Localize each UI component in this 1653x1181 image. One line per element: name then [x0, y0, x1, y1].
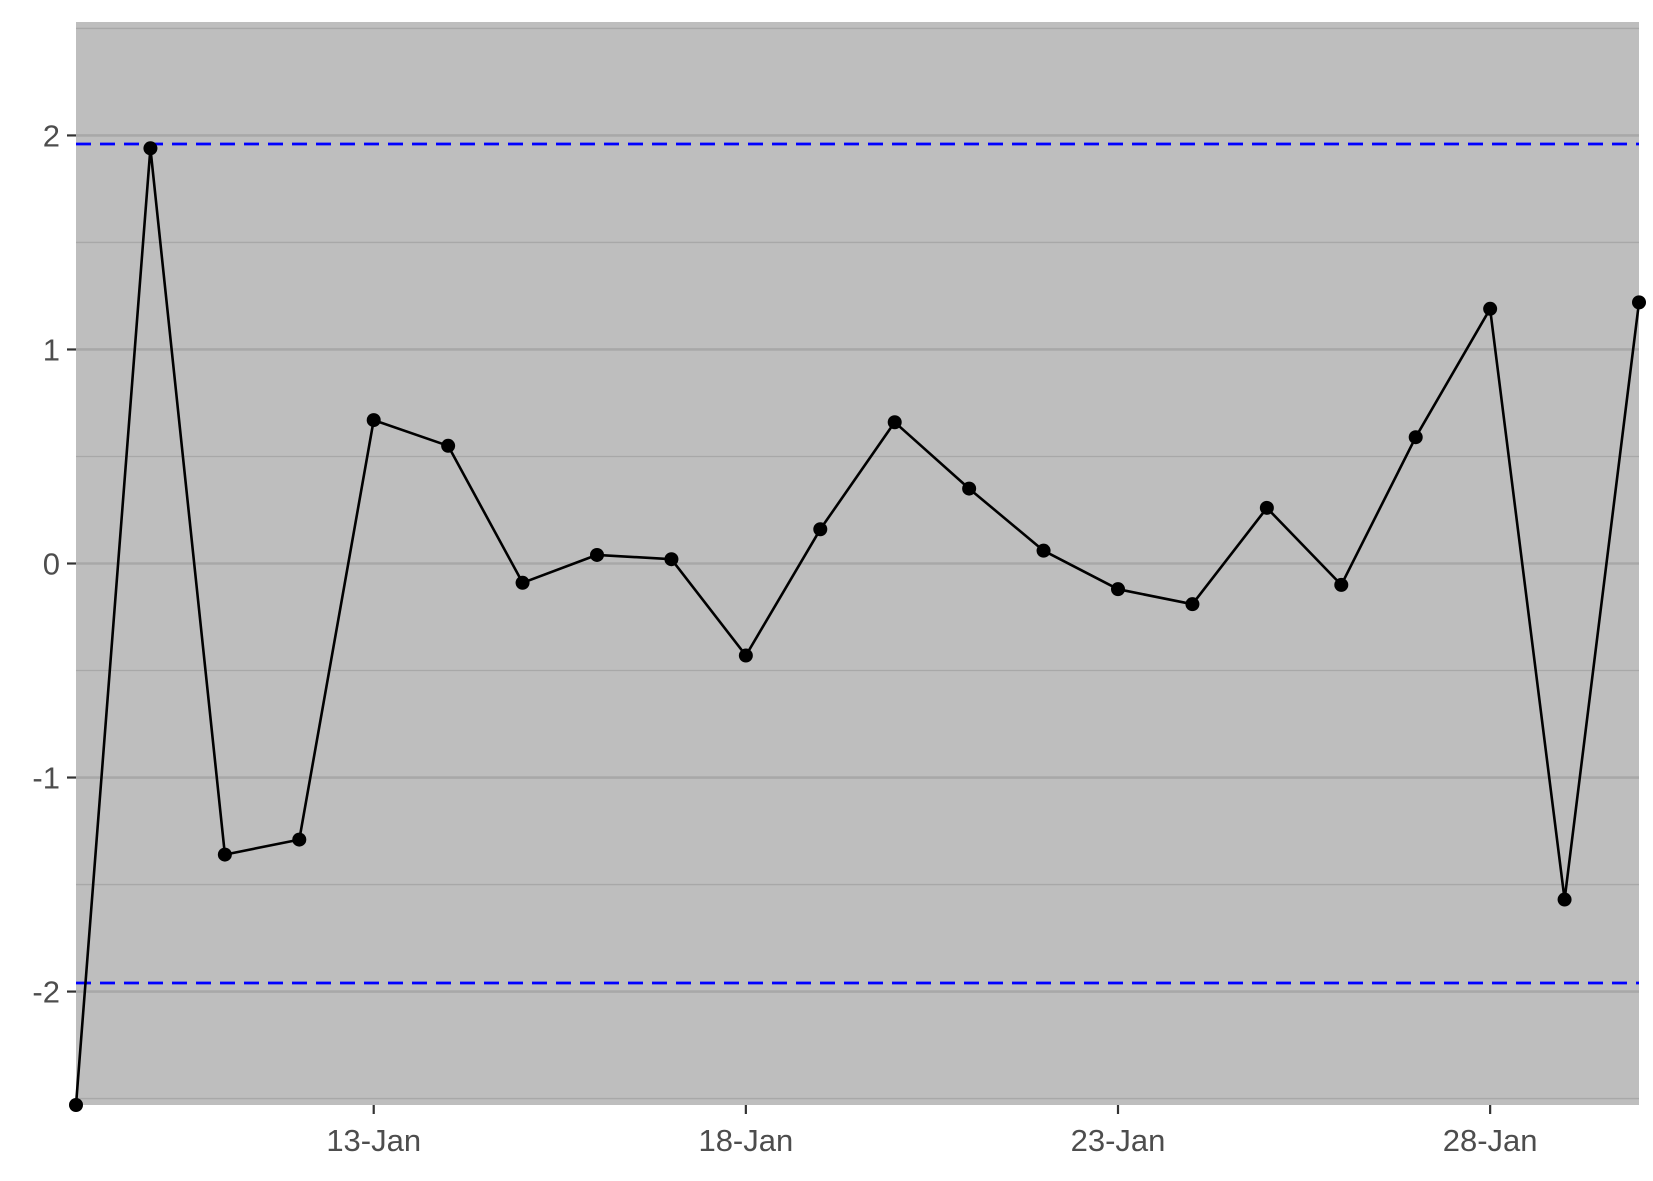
data-point — [69, 1098, 83, 1112]
data-point — [1334, 577, 1349, 592]
data-points — [69, 141, 1646, 1112]
data-point — [1557, 892, 1572, 907]
data-point — [1111, 582, 1125, 597]
series-line — [74, 147, 1641, 1106]
data-point — [1632, 295, 1646, 310]
x-tick-label: 23-Jan — [1071, 1123, 1166, 1158]
x-tick-label: 28-Jan — [1443, 1123, 1538, 1158]
data-point — [1036, 543, 1051, 558]
axes: 2 1 0 -1 -2 13-Jan 18-Jan 23-Jan 28-Jan — [32, 118, 1537, 1158]
data-point — [962, 481, 977, 496]
y-tick-label: 0 — [43, 547, 60, 582]
data-point — [217, 847, 232, 862]
data-point — [1259, 500, 1274, 515]
x-tick-label: 18-Jan — [698, 1123, 793, 1158]
data-point — [366, 413, 381, 428]
y-tick-label: -1 — [32, 761, 60, 796]
grid-lines — [76, 27, 1639, 1100]
reference-lines — [76, 142, 1639, 985]
x-tick-label: 13-Jan — [326, 1123, 421, 1158]
data-point — [1408, 430, 1423, 445]
data-point — [1483, 301, 1498, 316]
data-point — [738, 648, 753, 663]
series-line-path — [74, 147, 1641, 1106]
data-point — [441, 438, 456, 453]
y-tick-label: 1 — [43, 332, 60, 367]
y-tick-label: -2 — [32, 975, 60, 1010]
y-tick-label: 2 — [43, 118, 60, 153]
data-point — [515, 575, 530, 590]
data-point — [887, 415, 902, 430]
data-point — [143, 141, 158, 156]
data-point — [1185, 597, 1200, 612]
data-point — [813, 522, 828, 537]
data-point — [664, 552, 679, 567]
data-point — [292, 832, 307, 847]
data-point — [590, 547, 604, 562]
